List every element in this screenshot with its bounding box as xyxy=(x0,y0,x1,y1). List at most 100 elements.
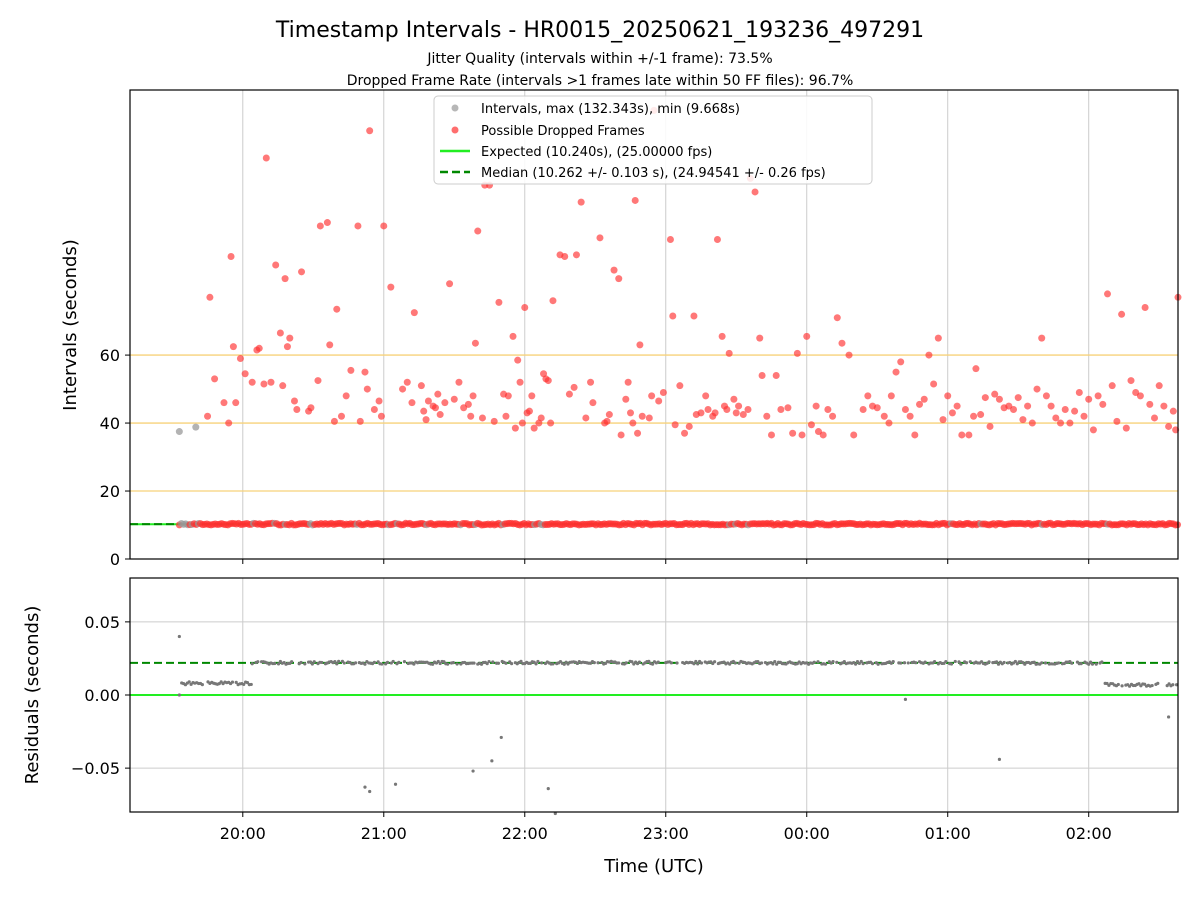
dropped-frame-point xyxy=(803,332,811,340)
dropped-frame-point xyxy=(838,339,846,347)
residual-point xyxy=(303,662,307,666)
dropped-frame-point xyxy=(669,312,677,320)
residual-point xyxy=(760,661,764,665)
residual-point xyxy=(431,662,435,666)
dropped-frame-point xyxy=(528,392,536,400)
dropped-frame-point xyxy=(723,405,731,413)
legend: Intervals, max (132.343s), min (9.668s) … xyxy=(433,95,873,185)
dropped-frame-point xyxy=(645,414,653,422)
dropped-frame-point xyxy=(718,332,726,340)
dropped-frame-point xyxy=(530,424,538,432)
dropped-frame-point xyxy=(1042,392,1050,400)
top-y-ticks: 0 20 40 60 xyxy=(100,346,130,569)
dropped-frame-point xyxy=(589,399,597,407)
residual-point xyxy=(250,662,254,666)
dropped-frame-point xyxy=(547,419,555,427)
dropped-frame-point xyxy=(977,411,985,419)
x-tick-label: 21:00 xyxy=(361,824,407,843)
residual-outlier-point xyxy=(997,757,1002,761)
dropped-frame-point xyxy=(572,251,580,259)
residual-point xyxy=(859,659,863,664)
dropped-frame-point xyxy=(225,419,233,427)
residual-point xyxy=(831,659,835,664)
residual-point xyxy=(1079,661,1083,666)
residual-point xyxy=(823,662,828,666)
dropped-frame-point xyxy=(953,402,961,410)
dropped-frame-point xyxy=(1066,419,1074,427)
dropped-frame-point xyxy=(363,385,371,393)
dropped-frame-point xyxy=(356,417,364,425)
dropped-frame-point xyxy=(624,378,632,386)
top-reference-lines xyxy=(130,354,1178,526)
residual-outlier-point xyxy=(499,735,503,740)
dropped-frame-point xyxy=(772,371,780,379)
residual-point xyxy=(491,660,495,664)
dropped-frame-point xyxy=(880,412,888,420)
dropped-frame-point xyxy=(1141,304,1149,312)
dropped-frame-point xyxy=(793,349,801,357)
residual-point xyxy=(699,661,704,665)
dropped-frame-point xyxy=(631,196,639,204)
residual-outlier-point xyxy=(1167,715,1171,719)
dropped-frame-point xyxy=(504,392,512,400)
dropped-frame-point xyxy=(789,429,797,437)
dropped-frame-point xyxy=(587,378,595,386)
residual-point xyxy=(944,659,948,664)
residual-point xyxy=(692,662,696,666)
dropped-frame-point xyxy=(293,405,301,413)
dropped-frame-point xyxy=(211,375,219,383)
residual-point xyxy=(923,660,927,664)
residual-point xyxy=(436,659,440,664)
residual-point xyxy=(438,661,442,666)
dropped-frame-point xyxy=(934,334,942,342)
residual-point xyxy=(451,660,455,665)
dropped-frame-point xyxy=(1160,402,1168,410)
residual-point xyxy=(1100,660,1104,664)
residual-point xyxy=(256,660,260,664)
dropped-frame-point xyxy=(1099,400,1107,408)
residual-point xyxy=(276,662,281,666)
residual-point xyxy=(696,662,700,666)
dropped-frame-point xyxy=(1080,412,1088,420)
residual-point xyxy=(656,660,660,664)
residual-point xyxy=(1090,662,1095,666)
dropped-frame-point xyxy=(549,297,557,305)
residual-point xyxy=(402,660,407,664)
dropped-frame-point xyxy=(272,261,280,269)
dropped-frame-point xyxy=(478,414,486,422)
legend-label-expected: Expected (10.240s), (25.00000 fps) xyxy=(481,145,712,160)
residual-point xyxy=(637,660,642,664)
bottom-y-tick-label: 0.05 xyxy=(84,613,120,632)
dropped-frame-point xyxy=(1038,334,1046,342)
residual-point xyxy=(320,660,324,665)
residual-outlier-point xyxy=(471,769,475,773)
dropped-frame-point xyxy=(897,358,905,366)
dropped-frame-point xyxy=(629,419,637,427)
residual-point xyxy=(273,661,277,666)
residual-point xyxy=(987,660,991,664)
dropped-frame-point xyxy=(323,219,331,227)
residual-point xyxy=(397,660,401,664)
top-y-axis-label: Intervals (seconds) xyxy=(60,239,81,411)
dropped-frame-point xyxy=(1165,422,1173,430)
dropped-frame-point xyxy=(279,382,287,390)
dropped-frame-point xyxy=(812,402,820,410)
residual-point xyxy=(536,659,540,664)
dropped-frame-point xyxy=(1014,394,1022,402)
dropped-frame-point xyxy=(286,334,294,342)
x-tick-label: 00:00 xyxy=(784,824,830,843)
dropped-frame-point xyxy=(337,412,345,420)
dropped-frame-point xyxy=(690,312,698,320)
residual-point xyxy=(510,661,514,666)
dropped-frame-point xyxy=(1057,419,1065,427)
dropped-frame-point xyxy=(671,421,679,429)
residual-point xyxy=(442,660,446,664)
dropped-frame-point xyxy=(972,365,980,373)
dropped-frame-point xyxy=(615,275,623,283)
dropped-frame-point xyxy=(267,378,275,386)
dropped-frame-point xyxy=(1104,290,1112,298)
residual-point xyxy=(861,662,865,666)
residual-point xyxy=(1043,661,1048,665)
residual-point xyxy=(650,662,655,666)
dropped-frame-point xyxy=(965,431,973,439)
